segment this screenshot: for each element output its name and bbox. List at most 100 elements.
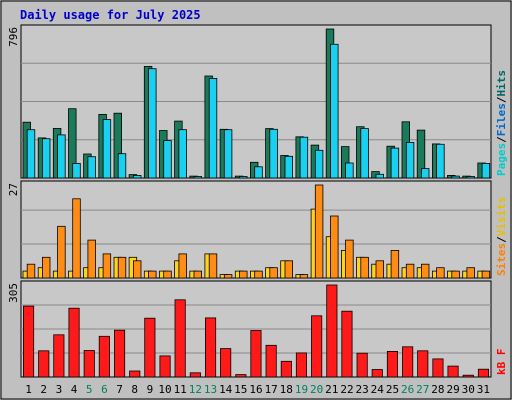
bar-sites-day-9 [148, 270, 157, 279]
bar-kb-f-day-8 [129, 370, 141, 378]
x-tick-label-day-4: 4 [71, 383, 78, 396]
bar-kb-f-day-28 [432, 358, 444, 378]
legend-part: / [495, 236, 508, 243]
x-tick-label-day-5: 5 [86, 383, 93, 396]
bar-kb-f-day-18 [280, 360, 292, 378]
bar-hits-day-22 [340, 146, 350, 179]
legend-part: Pages [495, 143, 508, 176]
bar-files-day-31 [481, 162, 491, 179]
bar-files-day-2 [42, 138, 51, 179]
bar-files-day-8 [132, 174, 142, 179]
x-tick-label-day-18: 18 [280, 383, 293, 396]
bar-sites-day-31 [481, 270, 491, 279]
panel-legend: Pages/Files/Hits [495, 70, 508, 176]
bar-files-day-5 [87, 156, 96, 179]
bar-files-day-27 [420, 168, 430, 179]
bar-sites-day-17 [269, 267, 278, 279]
bar-files-day-10 [163, 140, 172, 179]
bar-files-day-21 [330, 43, 339, 179]
x-axis-labels: 1 2 3 4 5 6 7 8 9 10 11 12 13 14 15 16 17 18 19 20 21 22 23 24 2… [25, 383, 490, 396]
bar-sites-day-4 [72, 198, 81, 279]
panel-hits-files: 796 Pages/Files/Hits [7, 24, 508, 179]
bar-files-day-25 [390, 147, 400, 179]
bar-sites-day-25 [390, 249, 400, 279]
bar-sites-day-12 [193, 270, 202, 279]
bar-kb-f-day-23 [356, 352, 368, 378]
bar-files-day-1 [26, 129, 36, 179]
x-tick-label-day-14: 14 [219, 383, 233, 396]
x-tick-label-day-26: 26 [401, 383, 414, 396]
x-tick-label-day-16: 16 [249, 383, 262, 396]
bar-files-day-29 [451, 175, 460, 179]
bar-sites-day-24 [375, 260, 384, 279]
bar-sites-day-16 [254, 270, 263, 279]
bar-kb-f-day-16 [250, 330, 262, 378]
bar-sites-day-8 [132, 260, 142, 279]
bar-kb-f-day-3 [53, 334, 65, 378]
bar-kb-f-day-7 [114, 329, 126, 378]
bar-sites-day-13 [208, 253, 218, 279]
x-tick-label-day-24: 24 [371, 383, 385, 396]
bar-sites-day-7 [117, 256, 127, 279]
bar-kb-f-day-20 [311, 315, 323, 378]
x-tick-label-day-1: 1 [25, 383, 32, 396]
x-tick-label-day-12: 12 [189, 383, 202, 396]
bar-sites-day-19 [299, 274, 309, 279]
bar-sites-day-11 [178, 253, 187, 279]
x-tick-label-day-3: 3 [56, 383, 63, 396]
panel-max-label: 27 [7, 183, 20, 196]
bar-files-day-14 [223, 129, 233, 179]
legend-part: Hits [495, 70, 508, 97]
x-tick-label-day-22: 22 [340, 383, 353, 396]
bar-files-day-20 [314, 149, 324, 179]
bar-sites-day-10 [163, 270, 172, 279]
legend-part: Sites [495, 243, 508, 276]
x-tick-label-day-2: 2 [40, 383, 47, 396]
bar-kb-f-day-6 [98, 335, 110, 378]
x-tick-label-day-25: 25 [386, 383, 399, 396]
bar-sites-day-30 [466, 267, 475, 279]
x-tick-label-day-23: 23 [355, 383, 368, 396]
bar-sites-day-18 [284, 260, 293, 279]
x-tick-label-day-6: 6 [101, 383, 108, 396]
panel-max-label: 796 [7, 27, 20, 47]
x-tick-label-day-29: 29 [446, 383, 459, 396]
bar-sites-day-6 [102, 253, 112, 279]
bar-files-day-26 [405, 141, 415, 179]
bar-files-day-19 [299, 136, 309, 179]
x-tick-label-day-19: 19 [295, 383, 308, 396]
bar-kb-f-day-14 [220, 348, 232, 378]
bar-kb-f-day-22 [341, 310, 353, 378]
panel-kbytes: 305 kB F [7, 280, 508, 378]
legend-part: F [495, 349, 508, 362]
legend-part: / [495, 96, 508, 103]
x-tick-label-day-28: 28 [431, 383, 444, 396]
bar-sites-day-3 [57, 225, 66, 279]
legend-part: / [495, 136, 508, 143]
bar-kb-f-day-21 [326, 284, 338, 378]
x-tick-label-day-20: 20 [310, 383, 323, 396]
x-tick-label-day-17: 17 [265, 383, 278, 396]
bar-sites-day-23 [360, 256, 369, 279]
bar-files-day-11 [178, 129, 187, 179]
bar-kb-f-day-31 [477, 368, 489, 378]
bar-files-day-17 [269, 128, 278, 179]
bar-kb-f-day-10 [159, 355, 171, 378]
bar-kb-f-day-27 [417, 350, 429, 378]
bar-files-day-4 [72, 162, 81, 179]
legend-part: Visits [495, 197, 508, 237]
bar-files-day-28 [436, 143, 445, 179]
bar-files-day-22 [345, 162, 354, 179]
bar-kb-f-day-12 [189, 372, 201, 378]
x-tick-label-day-27: 27 [416, 383, 429, 396]
bar-files-day-12 [193, 176, 202, 179]
bar-kb-f-day-30 [462, 374, 474, 378]
bar-files-day-6 [102, 119, 112, 179]
bar-files-day-16 [254, 166, 263, 179]
bar-files-day-30 [466, 176, 475, 179]
bar-kb-f-day-13 [204, 317, 217, 378]
bar-sites-day-26 [405, 263, 415, 279]
bar-kb-f-day-1 [22, 305, 35, 378]
